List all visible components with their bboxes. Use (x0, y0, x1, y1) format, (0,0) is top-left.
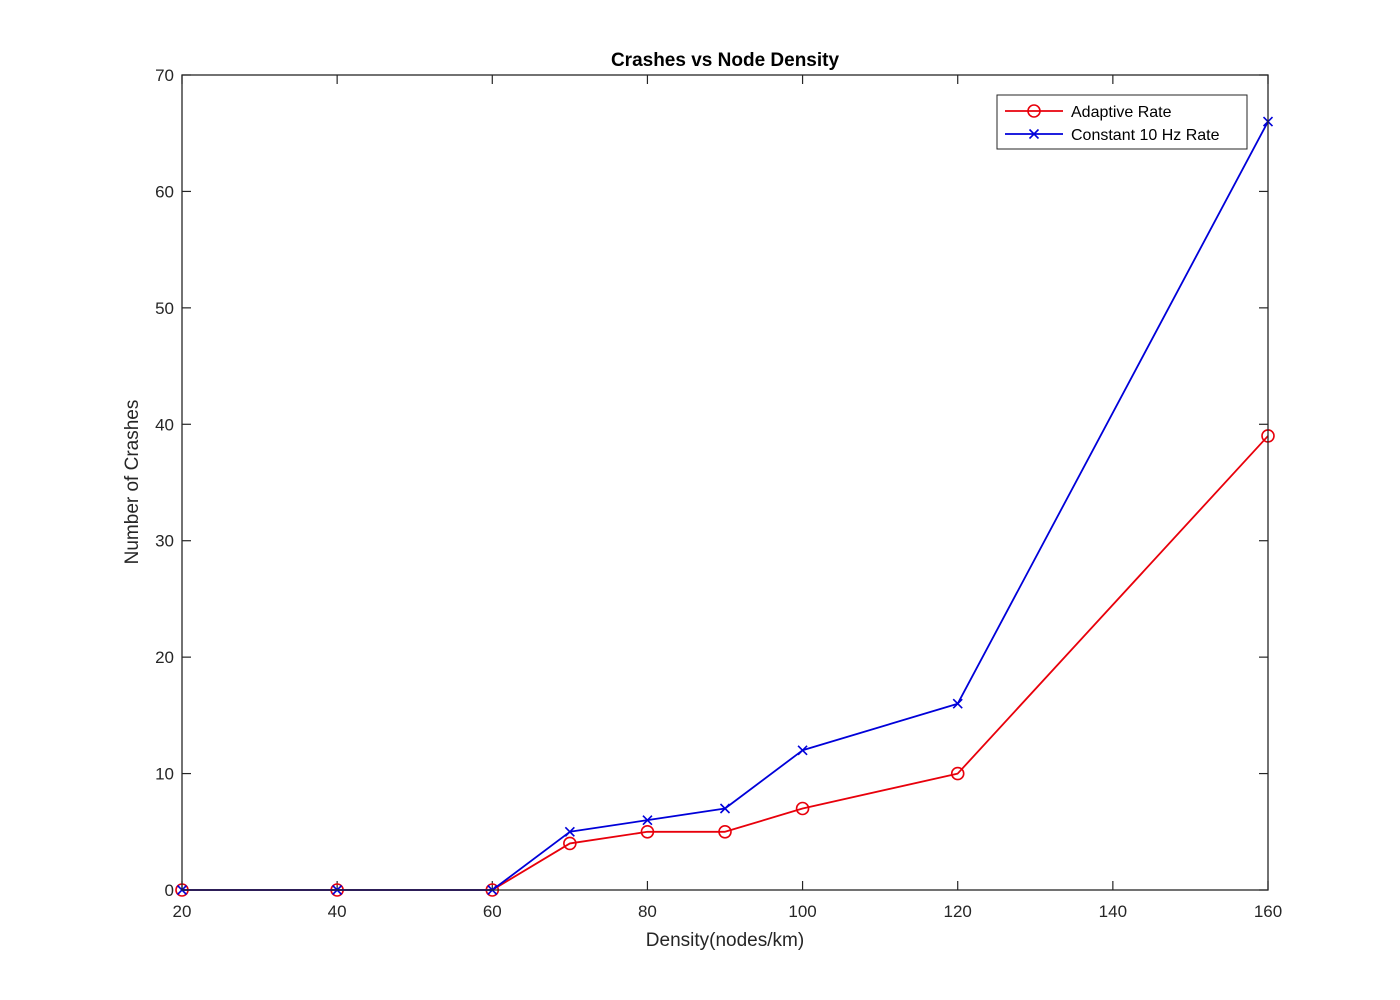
data-point-adaptive-rate (640, 824, 655, 839)
chart-title: Crashes vs Node Density (611, 50, 840, 71)
x-tick-label: 80 (638, 902, 657, 921)
y-tick-label: 10 (155, 765, 174, 784)
legend-entry-constant-10-hz-rate: Constant 10 Hz Rate (1005, 127, 1220, 144)
y-axis-label: Number of Crashes (122, 400, 143, 565)
y-tick-label: 30 (155, 532, 174, 551)
y-tick-label: 0 (165, 881, 174, 900)
x-tick-label: 160 (1254, 902, 1282, 921)
legend-entries: Adaptive Rate Constant 10 Hz Rate (1005, 104, 1220, 144)
ticks-layer: 20 40 60 80 100 120 140 160 0 10 20 30 40 50 60 70 (155, 66, 1282, 921)
y-tick-label: 60 (155, 182, 174, 201)
legend-box (996, 94, 1248, 150)
y-tick-label: 70 (155, 66, 174, 85)
data-point-adaptive-rate (563, 836, 577, 851)
y-tick-label: 50 (155, 299, 174, 318)
legend-label: Adaptive Rate (1071, 104, 1172, 121)
data-point-adaptive-rate (718, 824, 732, 839)
y-tick-label: 20 (155, 648, 174, 667)
x-tick-label: 60 (483, 902, 502, 921)
legend-entry-adaptive-rate: Adaptive Rate (1005, 104, 1172, 121)
legend-label: Constant 10 Hz Rate (1071, 127, 1220, 144)
y-tick-label: 40 (155, 415, 174, 434)
data-point-constant-10-hz-rate (564, 826, 575, 837)
data-point-adaptive-rate (795, 801, 810, 816)
plot-area (182, 75, 1268, 890)
data-point-constant-10-hz-rate (952, 698, 963, 709)
data-point-constant-10-hz-rate (642, 815, 653, 826)
x-tick-label: 20 (173, 902, 192, 921)
x-tick-label: 120 (944, 902, 972, 921)
x-tick-label: 100 (788, 902, 816, 921)
data-point-adaptive-rate (950, 766, 965, 781)
axes-box (181, 74, 1269, 891)
data-point-constant-10-hz-rate (719, 803, 731, 814)
legend-marker (1027, 104, 1041, 118)
legend: Adaptive Rate Constant 10 Hz Rate (996, 94, 1248, 150)
x-tick-label: 140 (1099, 902, 1127, 921)
data-point-constant-10-hz-rate (797, 745, 808, 756)
x-axis-label: Density(nodes/km) (646, 930, 804, 951)
legend-marker (1028, 128, 1040, 140)
x-tick-label: 40 (328, 902, 347, 921)
